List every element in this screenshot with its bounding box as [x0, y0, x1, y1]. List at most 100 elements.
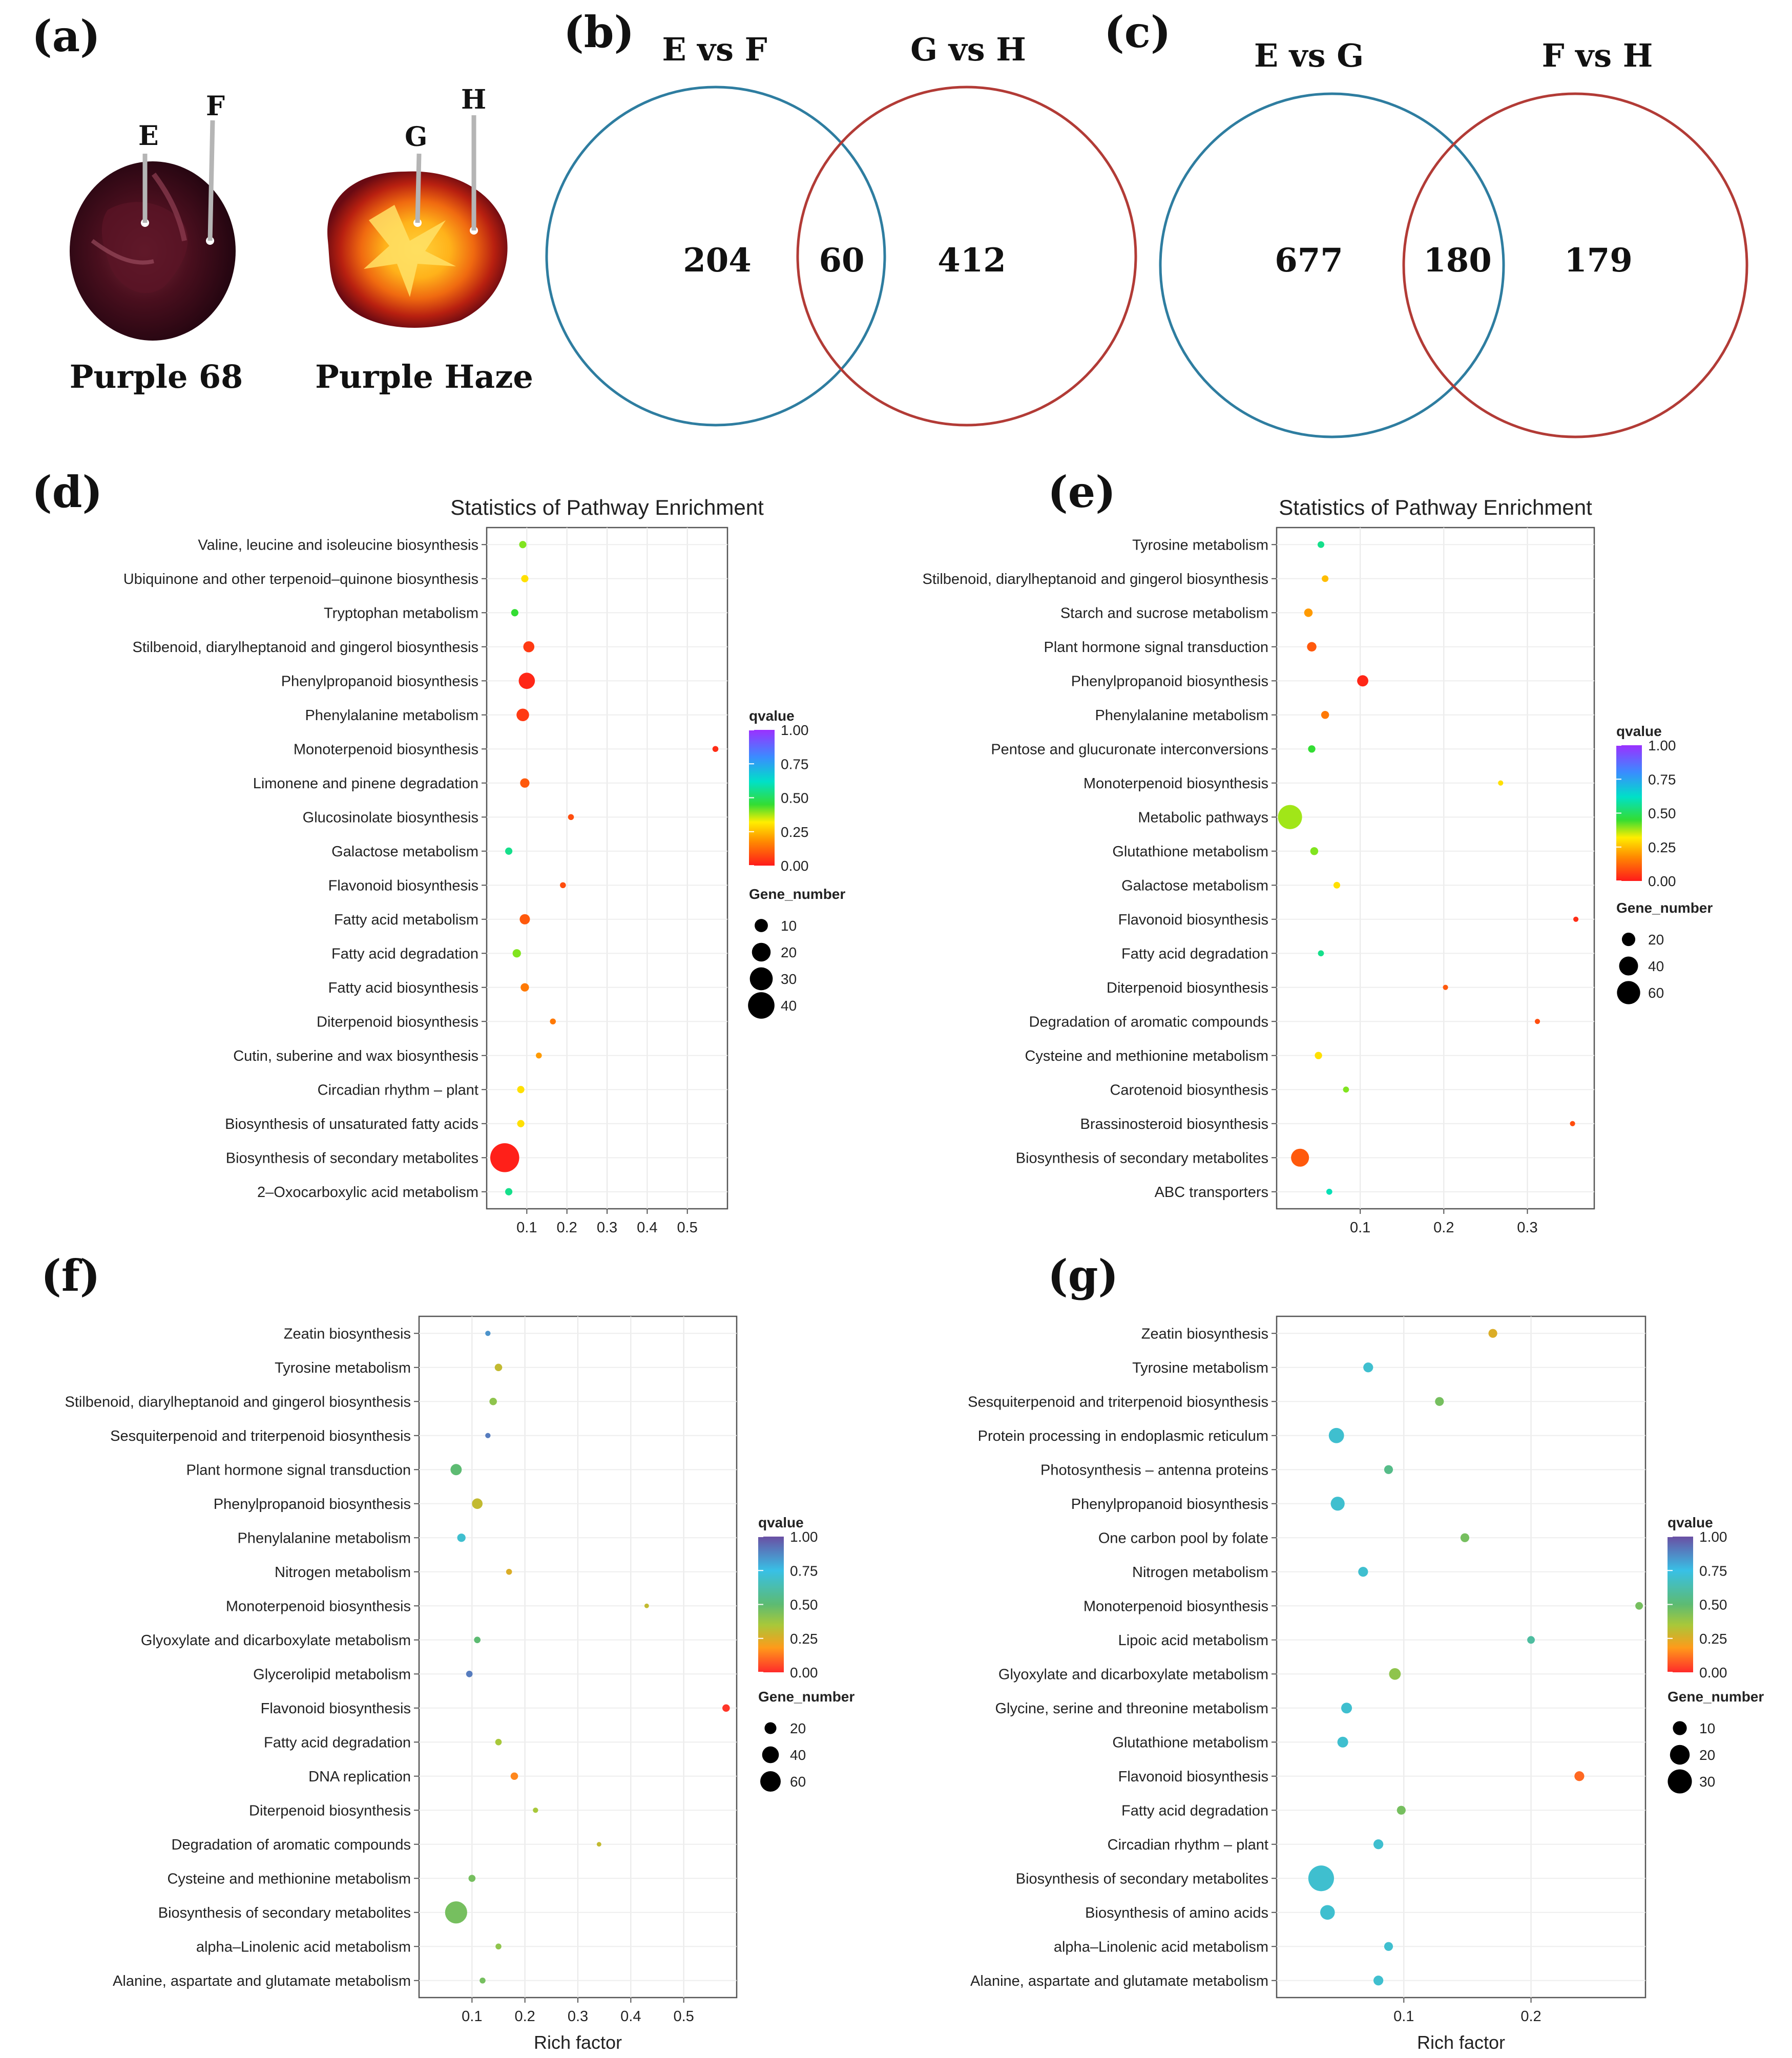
enrichment-point	[1343, 1086, 1349, 1093]
pathway-label: 2–Oxocarboxylic acid metabolism	[257, 1184, 478, 1201]
enrichment-point	[1363, 1362, 1373, 1373]
color-legend-title: qvalue	[749, 708, 795, 724]
pathway-label: Glyoxylate and dicarboxylate metabolism	[141, 1632, 411, 1649]
enrichment-point	[596, 1842, 601, 1847]
pathway-label: Diterpenoid biosynthesis	[317, 1014, 478, 1030]
pathway-label: Phenylalanine metabolism	[1095, 707, 1268, 724]
enrichment-point	[1635, 1602, 1643, 1610]
enrichment-point	[472, 1498, 483, 1509]
pathway-label: Alanine, aspartate and glutamate metabol…	[113, 1973, 411, 1989]
enrichment-point	[1527, 1636, 1535, 1644]
enrichment-point	[450, 1464, 462, 1476]
enrichment-point	[1322, 575, 1329, 582]
enrichment-point	[568, 814, 574, 821]
size-legend-label: 20	[781, 944, 797, 960]
pathway-enrichment-chart-f: (f) 0.1 0.2 0.3 0.4 0.5 Zeatin biosynthesis Tyr…	[41, 1250, 855, 2053]
pathway-label: Fatty acid degradation	[331, 946, 478, 962]
pathway-label: Degradation of aromatic compounds	[172, 1837, 411, 1853]
pathway-label: Pentose and glucuronate interconversions	[991, 741, 1268, 758]
size-legend-label: 40	[1648, 958, 1664, 974]
panel-label: (b)	[564, 7, 634, 57]
size-legend-label: 10	[781, 918, 797, 934]
enrichment-point	[490, 1143, 519, 1172]
enrichment-point	[480, 1977, 486, 1984]
size-legend-dot	[1670, 1745, 1690, 1765]
enrichment-point	[494, 1363, 503, 1372]
pathway-label: Biosynthesis of unsaturated fatty acids	[225, 1116, 478, 1132]
pathway-label: Tyrosine metabolism	[1132, 537, 1268, 553]
enrichment-point	[560, 882, 566, 889]
enrichment-point	[489, 1397, 497, 1405]
pathway-label: Diterpenoid biosynthesis	[1107, 980, 1268, 996]
enrichment-point	[1358, 1567, 1368, 1577]
venn-right-count: 412	[937, 241, 1006, 280]
pathway-label: Fatty acid metabolism	[334, 912, 478, 928]
pathway-label: Biosynthesis of amino acids	[1085, 1905, 1268, 1921]
size-legend-dot	[1621, 932, 1636, 947]
venn-b: (b) E vs F G vs H 204 60 412	[545, 7, 1137, 427]
pathway-label: Cysteine and methionine metabolism	[1025, 1048, 1268, 1064]
marker-letter: H	[461, 84, 486, 115]
pathway-label: alpha–Linolenic acid metabolism	[1054, 1939, 1268, 1955]
size-legend-label: 40	[790, 1747, 806, 1763]
pathway-label: Starch and sucrose metabolism	[1060, 605, 1268, 621]
color-legend-title: qvalue	[758, 1515, 804, 1530]
enrichment-point	[1291, 1148, 1309, 1167]
plot-area	[1276, 1315, 1647, 1999]
enrichment-point	[505, 847, 513, 855]
pathway-label: Monoterpenoid biosynthesis	[294, 741, 478, 758]
enrichment-point	[466, 1670, 473, 1677]
colorbar-tick-label: 0.25	[1699, 1631, 1727, 1647]
pathway-label: Biosynthesis of secondary metabolites	[158, 1905, 411, 1921]
pathway-label: Fatty acid degradation	[1121, 946, 1268, 962]
enrichment-point	[511, 609, 518, 617]
pathway-label: Circadian rhythm – plant	[318, 1082, 478, 1098]
pathway-label: Limonene and pinene degradation	[253, 775, 478, 792]
pathway-label: Zeatin biosynthesis	[284, 1326, 411, 1342]
enrichment-point	[1443, 984, 1448, 990]
enrichment-point	[712, 746, 719, 752]
size-legend-label: 40	[781, 998, 797, 1014]
x-tick-label: 0.3	[568, 2008, 588, 2025]
pathway-label: Phenylpropanoid biosynthesis	[281, 673, 478, 689]
enrichment-point	[521, 575, 529, 582]
venn-right-circle	[1402, 92, 1748, 438]
venn-left-count: 204	[683, 241, 752, 280]
size-legend-dot	[1668, 1769, 1692, 1794]
colorbar-tick-label: 0.75	[781, 756, 809, 772]
x-tick-label: 0.1	[1350, 1220, 1370, 1236]
enrichment-point	[510, 1772, 518, 1780]
colorbar-tick-label: 0.50	[1648, 806, 1676, 822]
pathway-label: Degradation of aromatic compounds	[1029, 1014, 1268, 1030]
venn-left-title: E vs F	[662, 31, 767, 68]
x-tick-label: 0.5	[674, 2008, 694, 2025]
pathway-label: Phenylalanine metabolism	[305, 707, 478, 724]
enrichment-point	[1317, 541, 1325, 548]
enrichment-point	[1278, 805, 1302, 829]
pathway-label: Sesquiterpenoid and triterpenoid biosynt…	[968, 1394, 1268, 1410]
pathway-label: Valine, leucine and isoleucine biosynthe…	[198, 537, 478, 553]
pathway-label: Metabolic pathways	[1138, 809, 1268, 826]
pathway-label: Galactose metabolism	[1121, 877, 1268, 894]
venn-right-count: 179	[1564, 241, 1633, 280]
enrichment-point	[518, 673, 535, 689]
colorbar-tick-label: 0.50	[1699, 1597, 1727, 1613]
pathway-label: Carotenoid biosynthesis	[1110, 1082, 1268, 1098]
pathway-enrichment-chart-e: (e) Statistics of Pathway Enrichment 0.1 0.…	[922, 467, 1713, 1236]
enrichment-point	[1304, 608, 1313, 617]
pathway-label: Glyoxylate and dicarboxylate metabolism	[998, 1666, 1268, 1683]
venn-overlap-count: 60	[819, 241, 864, 280]
size-legend-dot	[762, 1746, 779, 1763]
enrichment-point	[457, 1534, 466, 1542]
pathway-label: Nitrogen metabolism	[1132, 1564, 1268, 1581]
enrichment-point	[1318, 950, 1324, 957]
panel-label: (f)	[41, 1250, 100, 1301]
pathway-enrichment-chart-d: (d) Statistics of Pathway Enrichment 0.1 0.…	[32, 467, 845, 1236]
pathway-label: Fatty acid biosynthesis	[328, 980, 478, 996]
venn-left-circle	[545, 86, 886, 427]
x-tick-label: 0.1	[1393, 2008, 1414, 2025]
x-tick-label: 0.2	[557, 1220, 577, 1236]
enrichment-point	[1307, 642, 1317, 652]
panel-label: (g)	[1048, 1250, 1118, 1301]
pathway-label: Biosynthesis of secondary metabolites	[1016, 1150, 1268, 1166]
